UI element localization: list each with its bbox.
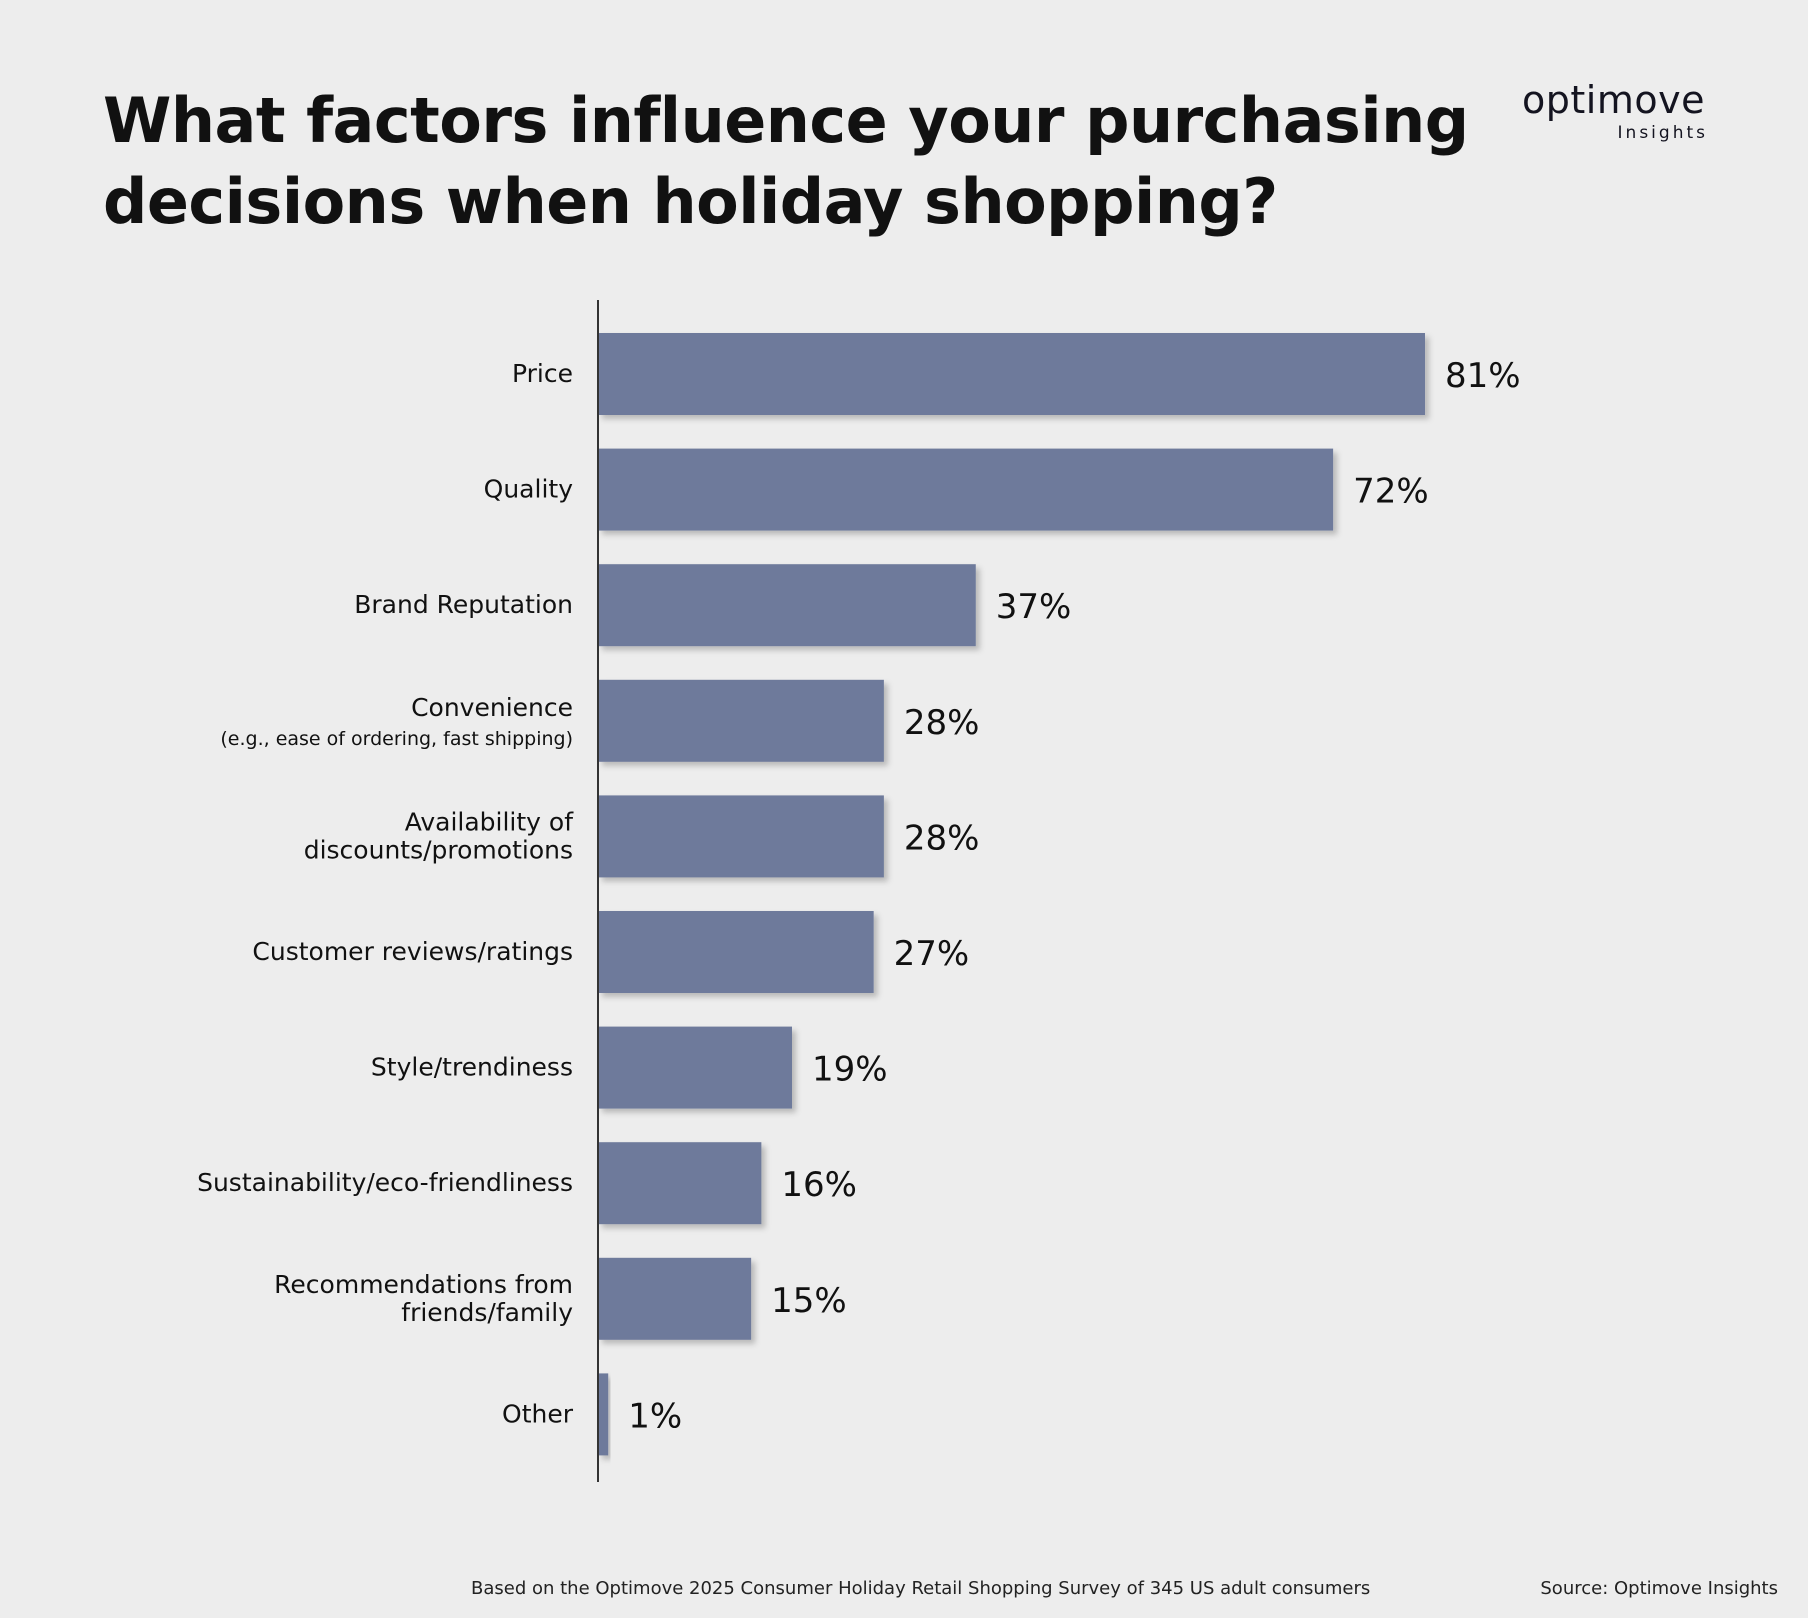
category-label-8-line-1: Recommendations from [274,1270,573,1299]
value-label-8: 15% [771,1281,847,1321]
bar-9 [598,1373,609,1456]
value-label-5: 27% [894,934,970,974]
category-label-7: Sustainability/eco-friendliness [197,1168,573,1197]
category-label-4-line-1: Availability of [405,807,575,836]
category-label-3-line-2: (e.g., ease of ordering, fast shipping) [220,728,573,750]
source-credit: Source: Optimove Insights [1540,1578,1778,1599]
value-label-0: 81% [1445,356,1521,396]
category-label-2: Brand Reputation [354,590,573,619]
bar-6 [598,1026,792,1109]
bar-8 [598,1257,752,1340]
category-label-5: Customer reviews/ratings [252,937,573,966]
value-label-7: 16% [781,1165,857,1205]
chart-title: What factors influence your purchasing d… [103,80,1469,242]
value-label-4: 28% [904,818,980,858]
brand-name: optimove [1522,78,1705,122]
category-label-3-line-1: Convenience [411,693,573,722]
category-label-4-line-2: discounts/promotions [304,835,573,864]
value-label-1: 72% [1353,472,1429,512]
survey-footnote: Based on the Optimove 2025 Consumer Holi… [471,1578,1371,1599]
value-label-2: 37% [996,587,1072,627]
chart-title-line-2: decisions when holiday shopping? [103,165,1278,238]
bar-5 [598,911,874,993]
brand-logo: optimove Insights [1522,78,1705,144]
bar-2 [598,564,976,647]
bar-7 [598,1142,762,1225]
value-label-3: 28% [904,703,980,743]
brand-subtitle: Insights [1617,123,1708,143]
value-label-9: 1% [628,1396,682,1436]
bar-1 [598,448,1334,531]
category-label-0: Price [512,359,573,388]
bar-3 [598,679,884,762]
category-label-6: Style/trendiness [371,1053,573,1082]
chart-title-line-1: What factors influence your purchasing [103,84,1469,157]
category-label-8-line-2: friends/family [401,1298,573,1327]
value-label-6: 19% [812,1050,888,1090]
bar-4 [598,795,884,878]
category-label-1: Quality [484,475,574,504]
category-label-9: Other [502,1399,574,1428]
bar-0 [598,333,1426,415]
